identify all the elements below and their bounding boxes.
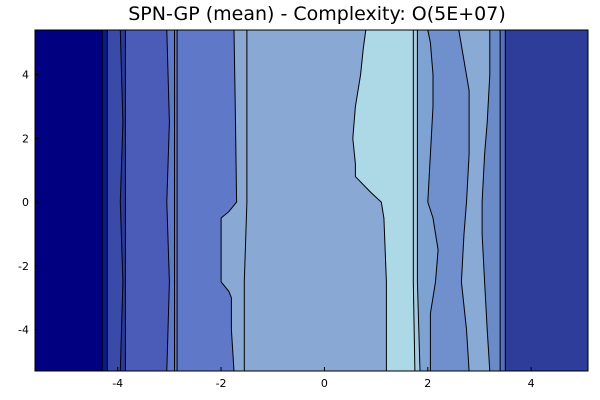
contour-band — [458, 30, 490, 371]
contour-line — [119, 30, 124, 371]
contour-band — [120, 30, 126, 371]
contour-line — [220, 30, 238, 371]
contour-band — [352, 30, 415, 371]
contour-line — [416, 30, 421, 371]
contour-band — [125, 30, 170, 371]
y-tick-label: 0 — [22, 196, 29, 209]
contour-band — [107, 30, 123, 371]
contour-line — [166, 30, 170, 371]
contour-band — [35, 30, 103, 371]
contour-band — [244, 30, 387, 371]
contour-line — [243, 30, 248, 371]
contour-band — [102, 30, 108, 371]
x-tick-label: -2 — [216, 377, 227, 390]
contour-band — [413, 30, 420, 371]
contour-band — [221, 30, 247, 371]
x-axis: -4 -2 0 2 4 — [112, 367, 535, 390]
y-tick-label: 4 — [22, 69, 29, 82]
y-tick-label: -2 — [18, 260, 29, 273]
contour-band — [174, 30, 237, 371]
plot-frame — [34, 29, 589, 372]
x-tick-label: 0 — [321, 377, 328, 390]
y-tick-label: -4 — [18, 324, 29, 337]
y-tick-label: 2 — [22, 132, 29, 145]
contour-line — [458, 30, 470, 371]
contour-band — [505, 30, 588, 371]
contour-line — [427, 30, 439, 371]
contour-band — [427, 30, 470, 371]
contour-line — [412, 30, 416, 371]
x-tick-label: 4 — [528, 377, 535, 390]
chart-title: SPN-GP (mean) - Complexity: O(5E+07) — [128, 3, 506, 25]
contour-lines — [101, 30, 506, 371]
contour-band — [500, 30, 506, 371]
x-tick-label: -4 — [112, 377, 123, 390]
color-bands — [35, 30, 588, 371]
y-axis: -4 -2 0 2 4 — [18, 69, 39, 337]
contour-band — [482, 30, 501, 371]
x-tick-label: 2 — [424, 377, 431, 390]
contour-line — [481, 30, 491, 371]
contour-line — [352, 30, 387, 371]
